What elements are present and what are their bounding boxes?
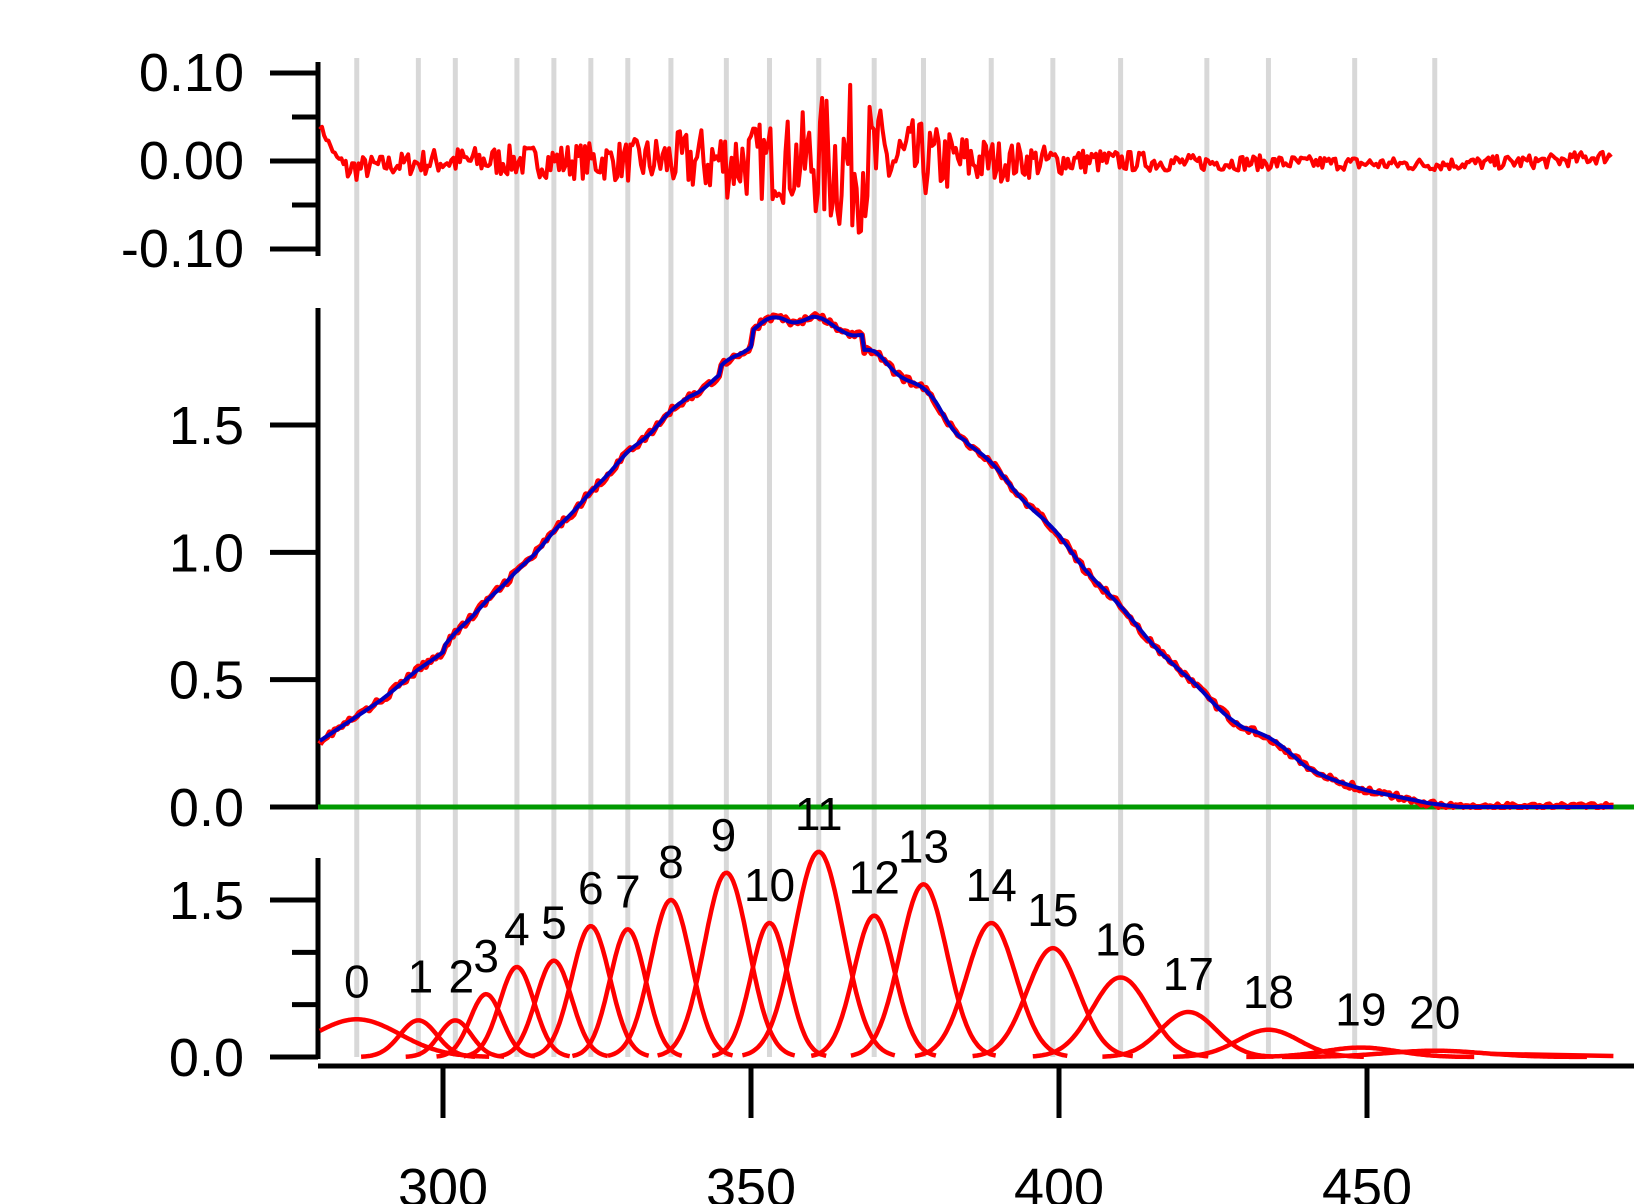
component-label-7: 7 bbox=[615, 865, 641, 917]
component-tail bbox=[1490, 1051, 1614, 1059]
component-peak-13 bbox=[850, 881, 997, 1058]
component-label-11: 11 bbox=[795, 788, 843, 840]
spectrum-tick-labels: 1.5 1.0 0.5 0.0 bbox=[169, 396, 244, 838]
spectrum-tick-label: 0.5 bbox=[169, 651, 244, 711]
component-label-2: 2 bbox=[449, 950, 475, 1002]
component-label-19: 19 bbox=[1335, 984, 1386, 1036]
component-label-8: 8 bbox=[658, 836, 684, 888]
x-tick-label: 350 bbox=[706, 1158, 796, 1204]
components-tick-label: 0.0 bbox=[169, 1028, 244, 1088]
component-label-3: 3 bbox=[473, 930, 499, 982]
component-label-6: 6 bbox=[578, 862, 604, 914]
component-peak-4 bbox=[463, 964, 571, 1059]
fit-series-line bbox=[318, 314, 1614, 809]
gridlines bbox=[354, 58, 1438, 1057]
x-tick-label: 450 bbox=[1322, 1158, 1412, 1204]
component-peak-10 bbox=[711, 920, 827, 1059]
component-label-10: 10 bbox=[744, 859, 795, 911]
component-label-5: 5 bbox=[541, 897, 567, 949]
component-peak-2 bbox=[405, 1018, 505, 1059]
residual-series-line bbox=[318, 82, 1613, 235]
residual-tick-label: 0.00 bbox=[139, 131, 244, 191]
component-peak-7 bbox=[571, 926, 683, 1059]
component-peak-12 bbox=[810, 913, 937, 1059]
component-label-13: 13 bbox=[898, 820, 949, 872]
component-peak-1 bbox=[360, 1018, 476, 1059]
component-label-18: 18 bbox=[1243, 966, 1294, 1018]
components-y-axis bbox=[270, 858, 321, 1060]
components-tick-labels: 1.5 0.0 bbox=[169, 871, 244, 1088]
component-label-14: 14 bbox=[966, 859, 1017, 911]
component-label-17: 17 bbox=[1163, 948, 1214, 1000]
component-label-20: 20 bbox=[1409, 987, 1460, 1039]
component-label-15: 15 bbox=[1027, 884, 1078, 936]
component-peak-14 bbox=[914, 920, 1068, 1059]
component-peak-3 bbox=[436, 991, 536, 1059]
spectrum-tick-label: 1.0 bbox=[169, 523, 244, 583]
spectrum-panel: 1.5 1.0 0.5 0.0 bbox=[169, 308, 1634, 838]
x-tick-labels: 300 350 400 450 bbox=[398, 1158, 1412, 1204]
component-label-9: 9 bbox=[711, 809, 737, 861]
component-peak-17 bbox=[1102, 1009, 1274, 1059]
spectrum-tick-label: 0.0 bbox=[169, 778, 244, 838]
component-peak-9 bbox=[657, 870, 796, 1058]
component-label-16: 16 bbox=[1095, 913, 1146, 965]
component-label-1: 1 bbox=[408, 950, 434, 1002]
component-label-0: 0 bbox=[344, 955, 370, 1007]
residual-panel: 0.10 0.00 -0.10 bbox=[121, 43, 1613, 279]
component-peaks bbox=[318, 849, 1614, 1060]
component-peak-15 bbox=[972, 945, 1134, 1059]
components-tick-label: 1.5 bbox=[169, 871, 244, 931]
component-label-12: 12 bbox=[849, 852, 900, 904]
spectrum-tick-label: 1.5 bbox=[169, 396, 244, 456]
x-axis bbox=[318, 1063, 1634, 1118]
component-peak-18 bbox=[1172, 1027, 1365, 1060]
component-peak-16 bbox=[1032, 975, 1209, 1059]
residual-tick-label: 0.10 bbox=[139, 43, 244, 103]
component-peak-8 bbox=[607, 897, 734, 1058]
data-series-line bbox=[317, 311, 1614, 810]
x-tick-label: 400 bbox=[1014, 1158, 1104, 1204]
component-label-4: 4 bbox=[504, 903, 530, 955]
residual-tick-labels: 0.10 0.00 -0.10 bbox=[121, 43, 244, 279]
residual-tick-label: -0.10 bbox=[121, 219, 244, 279]
component-peak-11 bbox=[741, 849, 896, 1058]
spectrum-y-axis bbox=[270, 308, 321, 810]
x-tick-label: 300 bbox=[398, 1158, 488, 1204]
residual-y-axis bbox=[270, 62, 321, 256]
